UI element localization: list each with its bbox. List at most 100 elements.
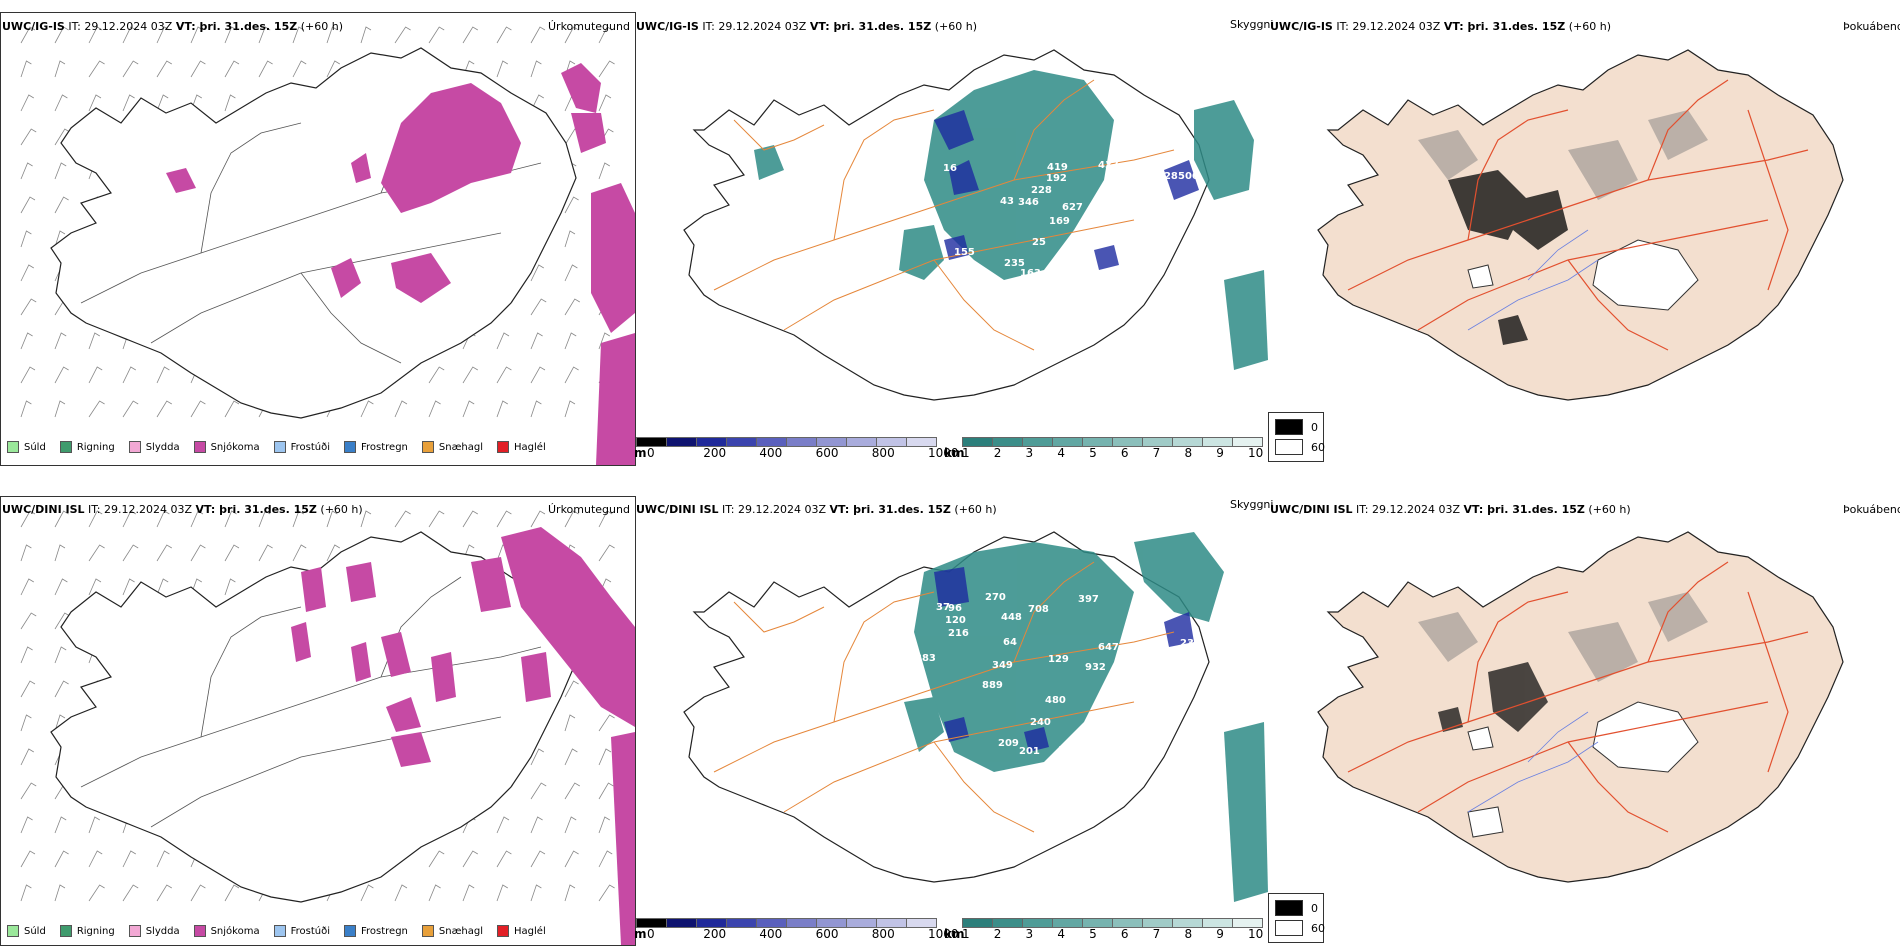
colorbar-segment — [636, 437, 666, 447]
cloud-base-label: 85 — [1140, 143, 1154, 154]
wind-barb — [292, 544, 307, 562]
cloud-map-row1 — [683, 49, 1268, 401]
legend-label: Slydda — [145, 441, 180, 453]
wind-barb — [20, 850, 36, 868]
wind-barb — [122, 544, 139, 562]
legend-swatch — [273, 925, 286, 937]
legend-label: Snjókoma — [210, 925, 260, 937]
cloud-base-label: 235 — [1004, 258, 1025, 269]
cloud-base-label: 96 — [948, 603, 962, 614]
colorbar-segment — [1052, 918, 1082, 928]
colorbar-segment — [756, 437, 786, 447]
wind-barb — [462, 510, 479, 528]
precip-legend-item: Snæhagl — [421, 441, 484, 453]
legend-swatch — [344, 441, 356, 453]
colorbar-tick-label: 4 — [1057, 927, 1065, 941]
wind-barb — [156, 60, 173, 78]
wind-barb — [122, 578, 135, 596]
wind-barb — [20, 782, 37, 800]
wind-barb — [496, 366, 512, 384]
colorbar-segment — [962, 918, 992, 928]
cloud-title-row1: Skyggni — [1230, 18, 1274, 31]
cloud-base-label: 627 — [1062, 202, 1083, 213]
wind-barb — [530, 816, 543, 834]
wind-barb — [156, 26, 170, 44]
colorbar-tick-label: 0 — [647, 927, 655, 941]
fog-header-row1: UWC/IG-IS IT: 29.12.2024 03Z VT: þri. 31… — [1270, 20, 1611, 33]
precip-legend-item: Frostregn — [344, 925, 408, 937]
wind-barb — [428, 510, 445, 528]
colorbar-tick-label: 800 — [871, 927, 895, 941]
wind-barb — [564, 264, 578, 282]
wind-barb — [88, 544, 105, 562]
wind-barb — [564, 400, 576, 418]
wind-barb — [360, 400, 374, 418]
cbar-km-ticks-row1: 1 2 3 4 5 6 7 8 9 10 — [962, 446, 1263, 460]
wind-barb — [224, 884, 240, 902]
wind-barb — [394, 510, 411, 528]
fog-legend-row1: 0 60 — [1268, 412, 1325, 462]
wind-barb — [88, 816, 101, 834]
wind-barb — [224, 60, 240, 78]
cloud-base-label: 17 — [1058, 745, 1072, 756]
wind-barb — [20, 94, 35, 112]
wind-barb — [428, 26, 445, 44]
precip-legend-item: Slydda — [128, 441, 180, 453]
cbar-m-row2 — [636, 918, 938, 928]
wind-barb — [20, 816, 33, 834]
precip-legend-item: Haglél — [497, 925, 546, 937]
colorbar-segment — [992, 437, 1022, 447]
wind-barb — [122, 400, 139, 418]
cbar-m-unit-row1: m — [634, 446, 647, 460]
colorbar-segment — [1082, 437, 1112, 447]
wind-barb — [496, 26, 512, 44]
wind-barb — [258, 26, 271, 44]
wind-barb — [360, 510, 372, 528]
wind-barb — [122, 60, 139, 78]
cbar-km-ticks-row2: 1 2 3 4 5 6 7 8 9 10 — [962, 927, 1263, 941]
wind-barb — [598, 816, 611, 834]
colorbar-tick-label: 200 — [703, 927, 727, 941]
wind-barb — [360, 884, 374, 902]
wind-barb — [156, 578, 169, 596]
wind-barb — [20, 196, 36, 214]
wind-barb — [598, 782, 614, 800]
wind-barb — [258, 510, 271, 528]
wind-barb — [326, 26, 338, 44]
wind-barb — [326, 510, 338, 528]
wind-barb — [20, 578, 35, 596]
wind-barb — [20, 162, 33, 180]
roads — [713, 561, 1175, 833]
cloud-base-label: 506 — [1178, 171, 1199, 182]
wind-barb — [258, 544, 273, 562]
wind-barb — [54, 94, 68, 112]
cloud-base-label: 647 — [1098, 642, 1119, 653]
legend-label: Snæhagl — [438, 441, 484, 453]
legend-swatch — [193, 925, 206, 937]
wind-barb — [530, 60, 542, 78]
legend-swatch — [273, 441, 286, 453]
wind-barb — [54, 578, 68, 596]
precip-header-row2: UWC/DINI ISL IT: 29.12.2024 03Z VT: þri.… — [2, 503, 363, 516]
wind-barb — [20, 510, 36, 528]
cbar-m-ticks-row2: 0 200 400 600 800 1000 — [647, 927, 959, 941]
legend-swatch — [128, 441, 141, 453]
fog-grey-areas — [1418, 592, 1708, 682]
wind-barb — [20, 680, 36, 698]
colorbar-segment — [1082, 918, 1112, 928]
wind-barb — [20, 366, 36, 384]
precip-legend-item: Súld — [7, 925, 46, 937]
legend-label: Haglél — [514, 441, 546, 453]
precip-legend-item: Snæhagl — [421, 925, 483, 937]
wind-barb — [598, 510, 613, 528]
cloud-base-label: 448 — [1001, 612, 1022, 623]
wind-barb — [54, 162, 67, 180]
wind-barb — [224, 26, 237, 44]
wind-barb — [564, 332, 577, 350]
wind-barb — [326, 60, 341, 78]
legend-swatch — [7, 441, 19, 453]
legend-swatch — [344, 925, 356, 937]
cbar-km-row1 — [962, 437, 1264, 447]
wind-barb — [224, 544, 240, 562]
wind-barb — [122, 510, 137, 528]
